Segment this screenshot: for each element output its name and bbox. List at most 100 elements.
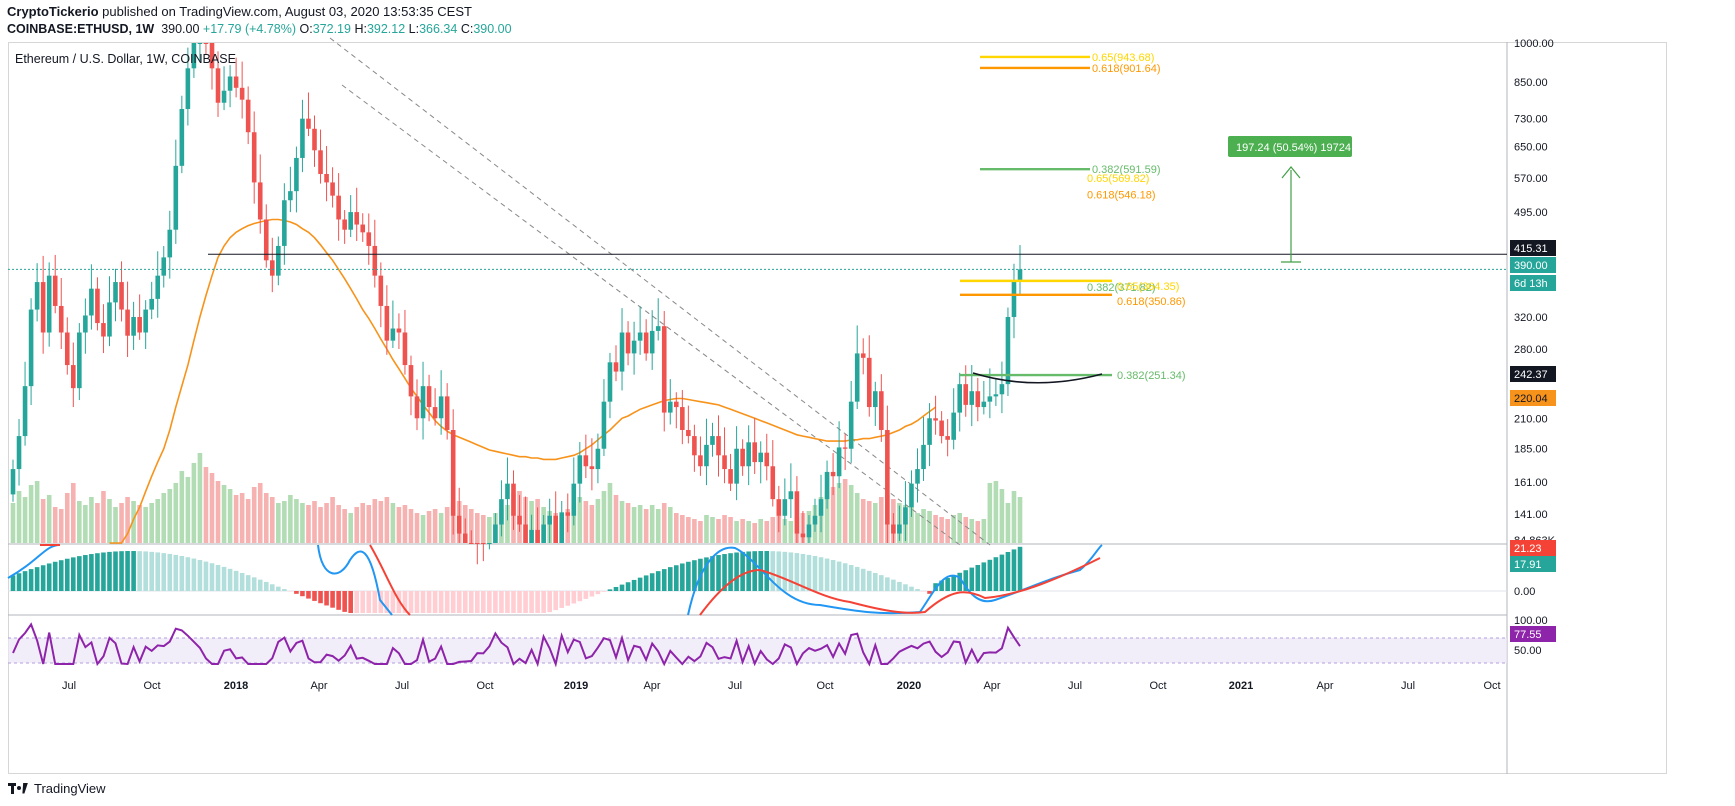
price-label-box: [1510, 390, 1556, 406]
volume-bar: [77, 501, 82, 543]
price-label: 6d 13h: [1514, 278, 1548, 290]
volume-bar: [131, 501, 136, 543]
candle-body: [402, 332, 408, 366]
volume-bar: [595, 499, 601, 543]
candle-body: [137, 316, 142, 333]
price-label: 390.00: [1514, 260, 1548, 272]
macd-histogram-bar: [740, 551, 745, 591]
volume-bar: [872, 503, 878, 543]
last-price: 390.00: [161, 22, 200, 36]
footer-brand[interactable]: TradingView: [34, 781, 106, 796]
macd-histogram-bar: [999, 554, 1005, 591]
candle-body: [933, 418, 938, 421]
volume-bar: [269, 497, 275, 543]
price-label: 242.37: [1514, 369, 1548, 381]
macd-histogram-bar: [553, 591, 558, 611]
candle-body: [342, 219, 347, 230]
candle-body: [191, 43, 197, 69]
candle-body: [553, 515, 558, 543]
volume-bar: [312, 501, 317, 543]
volume-bar: [101, 491, 106, 543]
candle-body: [269, 260, 275, 276]
macd-histogram-bar: [836, 561, 842, 591]
volume-bar: [692, 519, 697, 543]
volume-bar: [221, 485, 227, 543]
candle-body: [818, 499, 824, 516]
volume-bar: [963, 517, 969, 543]
macd-histogram-bar: [71, 557, 76, 591]
fib-label: 0.65(943.68): [1092, 52, 1154, 64]
y-axis-tick: 495.00: [1514, 207, 1548, 219]
candle-body: [770, 466, 776, 500]
x-axis-tick: Oct: [1149, 680, 1166, 692]
fib-label: 0.618(350.86): [1117, 296, 1186, 308]
volume-bar: [686, 517, 691, 543]
volume-bar: [631, 507, 637, 543]
volume-bar: [34, 481, 40, 543]
candle-body: [589, 466, 595, 470]
volume-bar: [854, 493, 860, 543]
volume-bar: [89, 497, 94, 543]
open-label: O:: [299, 22, 313, 36]
candle-body: [643, 332, 649, 354]
volume-bar: [426, 511, 432, 543]
price-change: +17.79 (+4.78%): [202, 22, 297, 36]
volume-bar: [113, 507, 118, 543]
volume-bar: [282, 501, 287, 543]
volume-bar: [390, 503, 396, 543]
macd-axis-label: 21.23: [1514, 543, 1542, 555]
volume-bar: [487, 517, 492, 543]
x-axis-tick: Jul: [728, 680, 742, 692]
macd-axis-label: 17.91: [1514, 559, 1542, 571]
macd-histogram-bar: [233, 570, 239, 591]
volume-bar: [824, 491, 830, 543]
candle-body: [692, 436, 697, 456]
volume-bar: [637, 505, 643, 543]
candle-body: [674, 401, 679, 408]
macd-histogram-bar: [897, 581, 902, 591]
candle-body: [16, 436, 22, 470]
macd-histogram-bar: [185, 557, 191, 591]
volume-bar: [257, 483, 263, 543]
macd-histogram-bar: [348, 591, 353, 613]
candle-body: [360, 224, 366, 233]
candle-body: [22, 386, 28, 437]
author-name[interactable]: CryptoTickerio: [7, 4, 99, 19]
moving-average-line: [109, 218, 937, 544]
candle-body: [909, 483, 914, 508]
candle-body: [64, 332, 70, 366]
candle-body: [764, 452, 770, 467]
volume-bar: [860, 499, 866, 543]
volume-bar: [318, 507, 323, 543]
volume-bar: [680, 515, 685, 543]
low-value: 366.34: [419, 22, 458, 36]
macd-histogram-bar: [282, 589, 287, 591]
macd-histogram-bar: [420, 591, 426, 613]
volume-bar: [921, 509, 926, 543]
rsi-axis-label: 77.55: [1514, 629, 1542, 641]
candle-body: [251, 132, 257, 183]
macd-histogram-bar: [505, 591, 510, 613]
y-axis-tick: 850.00: [1514, 77, 1548, 89]
volume-bar: [64, 493, 70, 543]
candle-body: [613, 362, 619, 372]
close-label: C:: [460, 22, 474, 36]
volume-bar: [438, 513, 444, 543]
candle-body: [95, 288, 100, 324]
macd-histogram-bar: [113, 551, 118, 591]
macd-histogram-bar: [414, 591, 420, 613]
volume-bar: [155, 499, 161, 543]
macd-histogram-bar: [649, 573, 655, 591]
macd-histogram-bar: [872, 572, 878, 591]
volume-bar: [52, 507, 58, 543]
candle-body: [221, 90, 227, 103]
candle-body: [312, 128, 317, 151]
candle-body: [710, 436, 715, 445]
volume-bar: [468, 509, 474, 543]
macd-histogram-bar: [251, 577, 257, 591]
x-axis-tick: Apr: [310, 680, 327, 692]
candle-body: [40, 282, 46, 333]
macd-histogram-bar: [493, 591, 498, 613]
volume-bar: [239, 493, 245, 543]
